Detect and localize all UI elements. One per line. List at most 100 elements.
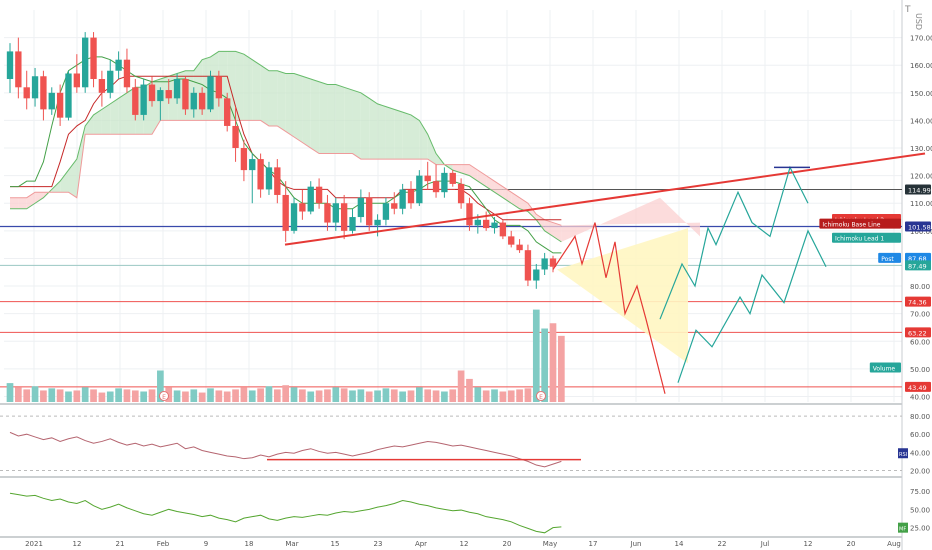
volume-bar xyxy=(257,388,264,402)
volume-bar xyxy=(123,389,131,402)
candle-body xyxy=(466,203,473,226)
candle-body xyxy=(340,203,348,231)
candle-body xyxy=(290,203,298,231)
cloud-segment xyxy=(243,54,253,121)
candle-body xyxy=(15,51,22,88)
candle-body xyxy=(40,76,47,110)
volume-bar xyxy=(466,378,473,402)
time-tick-label: Feb xyxy=(157,540,170,548)
mf-line xyxy=(9,492,562,534)
cloud-segment xyxy=(10,197,19,209)
volume-bar xyxy=(40,390,47,402)
candle-body xyxy=(165,90,172,99)
cloud-segment xyxy=(252,59,261,121)
candle-body xyxy=(73,73,81,88)
volume-bar xyxy=(340,388,348,402)
volume-bar xyxy=(207,388,214,402)
price-tag xyxy=(905,221,931,232)
projection-red-path xyxy=(552,222,666,394)
cloud-segment xyxy=(369,98,378,160)
cloud-segment xyxy=(35,192,44,204)
price-tag-label: 101.58 xyxy=(908,223,931,231)
volume-bar xyxy=(532,309,540,402)
price-tag-label: 87.49 xyxy=(908,262,927,270)
volume-bar xyxy=(190,389,198,402)
cloud-segment xyxy=(402,112,411,160)
volume-bar xyxy=(541,328,548,402)
time-tick-label: 12 xyxy=(460,540,469,548)
candle-body xyxy=(299,203,306,212)
cloud-segment xyxy=(235,51,244,121)
time-tick-label: Apr xyxy=(415,540,427,548)
price-tag-label: 87.68 xyxy=(908,255,927,263)
currency-label: USD xyxy=(914,13,923,30)
horizontal-levels[interactable] xyxy=(0,188,902,388)
cloud-segment xyxy=(394,109,403,160)
candle-body xyxy=(224,98,231,126)
rsi-tag-label: RSI xyxy=(899,452,907,458)
price-tick-label: 140.00 xyxy=(910,117,932,125)
candle-body xyxy=(173,79,181,99)
time-tick-label: Jul xyxy=(760,540,770,548)
cloud-segment xyxy=(101,103,111,135)
cloud-segment xyxy=(277,70,286,132)
candle-body xyxy=(399,189,406,209)
cloud-segment xyxy=(344,87,353,154)
volume-bar xyxy=(374,390,381,402)
trendline xyxy=(284,152,926,246)
cloud-segment xyxy=(160,76,169,121)
senkou-b-line xyxy=(10,119,562,226)
indicator-tag xyxy=(869,362,901,373)
price-tick-label: 160.00 xyxy=(910,62,932,70)
price-tick-label: 50.00 xyxy=(910,366,930,374)
volume-bar xyxy=(182,391,189,402)
volume-bar xyxy=(432,390,440,402)
cloud-segment xyxy=(553,222,562,242)
price-tag-label: 63.22 xyxy=(908,329,927,337)
candle-body xyxy=(157,90,164,102)
time-tick-label: 9 xyxy=(204,540,208,548)
projection-drawings[interactable] xyxy=(284,152,926,394)
candle-body xyxy=(140,84,147,115)
candle-body xyxy=(524,250,532,281)
volume-bar xyxy=(474,387,482,402)
price-tick-label: 150.00 xyxy=(910,90,932,98)
candle-body xyxy=(374,219,381,226)
price-tick-label: 100.00 xyxy=(910,228,932,236)
cloud-segment xyxy=(519,197,528,212)
volume-bar xyxy=(173,390,181,402)
volume-bar xyxy=(98,392,106,402)
earnings-marker-label: E xyxy=(162,394,166,401)
cloud-future xyxy=(561,197,700,242)
mf-tick-label: 25.00 xyxy=(910,525,930,533)
volume-bar xyxy=(282,385,290,402)
candle-body xyxy=(132,87,139,115)
mf-pane xyxy=(9,492,562,534)
rsi-pane xyxy=(0,415,902,471)
volume-bar xyxy=(273,389,281,402)
cloud-segment xyxy=(452,164,462,173)
candle-body xyxy=(123,59,131,88)
volume-bar xyxy=(357,389,365,402)
candle-body xyxy=(115,59,122,71)
time-tick-label: 23 xyxy=(374,540,383,548)
volume-bar xyxy=(324,389,331,402)
volume-bar xyxy=(31,386,39,402)
earnings-marker-label: E xyxy=(539,394,543,401)
time-axis[interactable]: 2021 12 21 Feb 9 18 Mar 15 23 Apr 12 20 May 17 Jun 14 22… xyxy=(25,540,901,548)
volume-bar xyxy=(140,391,148,402)
volume-bar xyxy=(15,387,22,402)
candle-body xyxy=(491,222,498,229)
candle-body xyxy=(274,167,281,195)
time-tick-label: 18 xyxy=(245,540,254,548)
volume-bar xyxy=(549,323,557,402)
cloud-segment xyxy=(319,81,328,154)
volume-bar xyxy=(148,389,156,402)
rsi-tick-label: 80.00 xyxy=(910,413,930,421)
volume-bar xyxy=(441,391,448,402)
cloud-segment xyxy=(477,170,487,187)
cloud-segment xyxy=(302,76,311,149)
volume-bar xyxy=(131,390,139,402)
